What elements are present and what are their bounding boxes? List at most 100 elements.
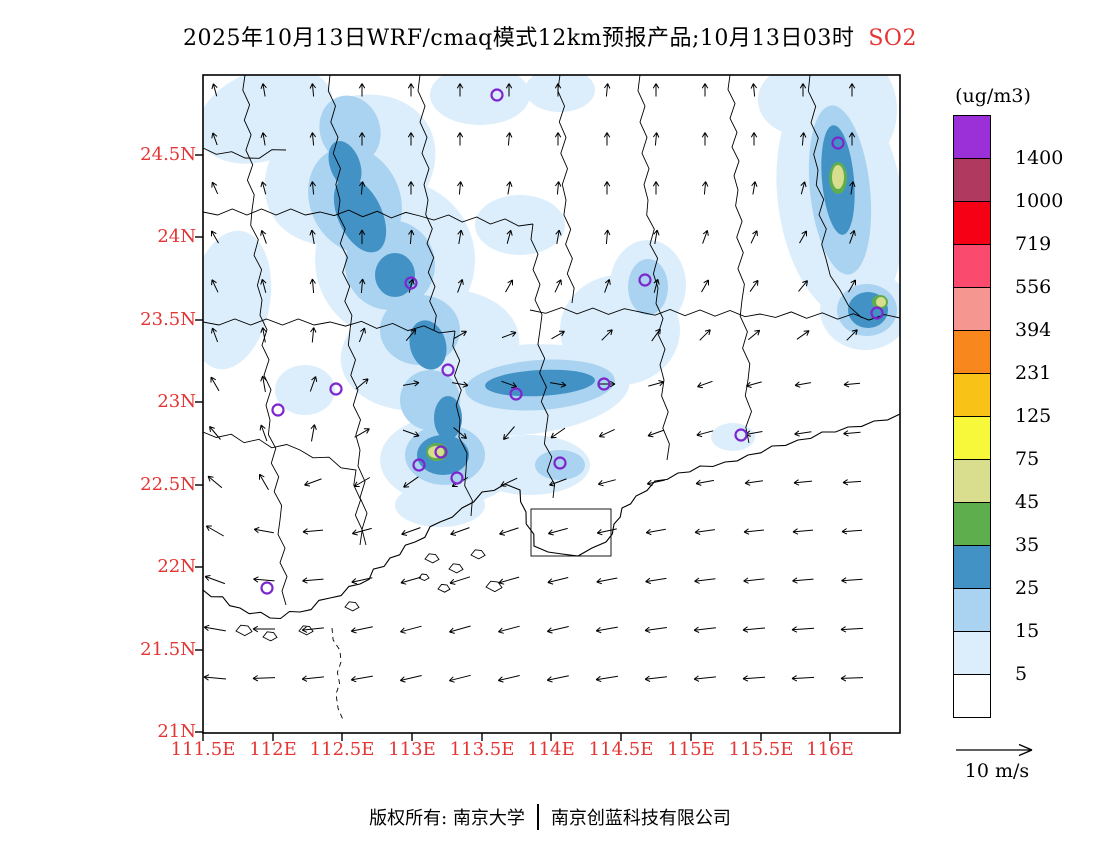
colorbar-value-1400: 1400 (1015, 147, 1064, 169)
wind-arrow (796, 330, 810, 340)
wind-arrow (599, 380, 616, 388)
wind-arrow (209, 426, 221, 440)
station-marker (490, 88, 504, 102)
wind-arrow (408, 229, 415, 245)
lon-label-116E: 116E (806, 739, 854, 760)
wind-arrow (550, 427, 566, 439)
lon-label-112E: 112E (249, 739, 297, 760)
dashed-boundary (331, 627, 345, 723)
lon-label-113E: 113E (388, 739, 436, 760)
wind-arrow (547, 527, 568, 536)
wind-arrow (304, 478, 322, 487)
wind-arrow (546, 626, 569, 634)
legend-units-label: (ug/m3) (955, 85, 1031, 107)
island (344, 601, 360, 612)
island (235, 624, 253, 637)
wind-arrow (598, 428, 615, 438)
wind-arrow (506, 229, 513, 244)
station-marker (553, 456, 567, 470)
wind-arrow (701, 181, 709, 195)
wind-arrow (841, 577, 863, 584)
wind-arrow (603, 132, 611, 146)
wind-arrow (403, 476, 419, 488)
wind-arrow (743, 528, 764, 535)
wind-arrow (694, 528, 715, 535)
colorbar-value-125: 125 (1015, 405, 1052, 427)
wind-arrow (505, 132, 513, 146)
coastline (203, 413, 900, 620)
wind-arrow (500, 477, 518, 487)
wind-arrow (302, 528, 324, 535)
wind-arrow (350, 626, 373, 634)
station-marker (638, 273, 652, 287)
wind-arrow (794, 430, 812, 437)
station-marker (509, 387, 523, 401)
island (424, 553, 440, 564)
wind-arrow (742, 675, 766, 682)
wind-arrow (358, 327, 366, 343)
station-marker (329, 382, 343, 396)
wind-arrow (350, 675, 373, 683)
wind-arrow (791, 675, 815, 682)
wind-arrow (351, 577, 373, 585)
wind-arrow (840, 675, 864, 682)
wind-arrow (457, 229, 464, 244)
wind-arrow (799, 230, 807, 244)
wind-arrow (405, 328, 417, 342)
wind-arrow (260, 327, 267, 343)
wind-arrow (498, 576, 520, 585)
wind-arrow (358, 181, 366, 195)
station-marker (870, 306, 884, 320)
colorbar-value-15: 15 (1015, 620, 1040, 642)
colorbar-box-6 (953, 373, 991, 417)
lon-label-115E: 115E (667, 739, 715, 760)
lon-label-112.5E: 112.5E (309, 739, 375, 760)
colorbar-value-75: 75 (1015, 448, 1040, 470)
wind-arrow (645, 577, 667, 585)
island (437, 583, 451, 593)
lat-label-21.5N: 21.5N (140, 639, 196, 660)
wind-arrow (211, 181, 219, 195)
wind-arrow (456, 181, 464, 195)
wind-arrow (449, 576, 471, 585)
wind-arrow (497, 675, 520, 683)
wind-arrow (701, 279, 709, 293)
wind-arrow (791, 626, 815, 633)
colorbar-value-394: 394 (1015, 319, 1052, 341)
wind-arrow (798, 280, 808, 292)
colorbar-value-556: 556 (1015, 276, 1052, 298)
wind-arrow (253, 576, 275, 583)
lon-label-113.5E: 113.5E (449, 739, 515, 760)
wind-arrow (259, 424, 268, 442)
colorbar-value-5: 5 (1015, 663, 1028, 685)
wind-arrow (750, 230, 758, 244)
wind-arrow (652, 181, 660, 195)
lat-label-23.5N: 23.5N (140, 309, 196, 330)
wind-arrow (841, 528, 863, 535)
wind-arrow (702, 230, 709, 244)
wind-arrow (645, 528, 666, 536)
wind-arrow (210, 376, 220, 392)
wind-arrow (359, 278, 366, 294)
wind-arrow (205, 525, 224, 537)
wind-arrow (743, 577, 765, 584)
wind-arrow (843, 430, 861, 437)
wind-arrow (695, 479, 714, 486)
wind-arrow (651, 328, 661, 342)
wind-arrow (696, 430, 714, 438)
colorbar-box-9 (953, 502, 991, 546)
island (448, 563, 464, 574)
wind-arrow (551, 330, 565, 340)
colorbar-box-3 (953, 244, 991, 288)
colorbar-box-12 (953, 631, 991, 675)
colorbar-box-8 (953, 459, 991, 503)
wind-arrow (259, 473, 269, 491)
wind-arrow (546, 675, 569, 683)
wind-arrow (403, 380, 420, 387)
wind-scale-arrow (956, 743, 1033, 757)
wind-arrow (211, 327, 219, 343)
colorbar-box-2 (953, 201, 991, 245)
station-marker (597, 377, 611, 391)
colorbar-box-7 (953, 416, 991, 460)
wind-arrow (554, 83, 562, 97)
